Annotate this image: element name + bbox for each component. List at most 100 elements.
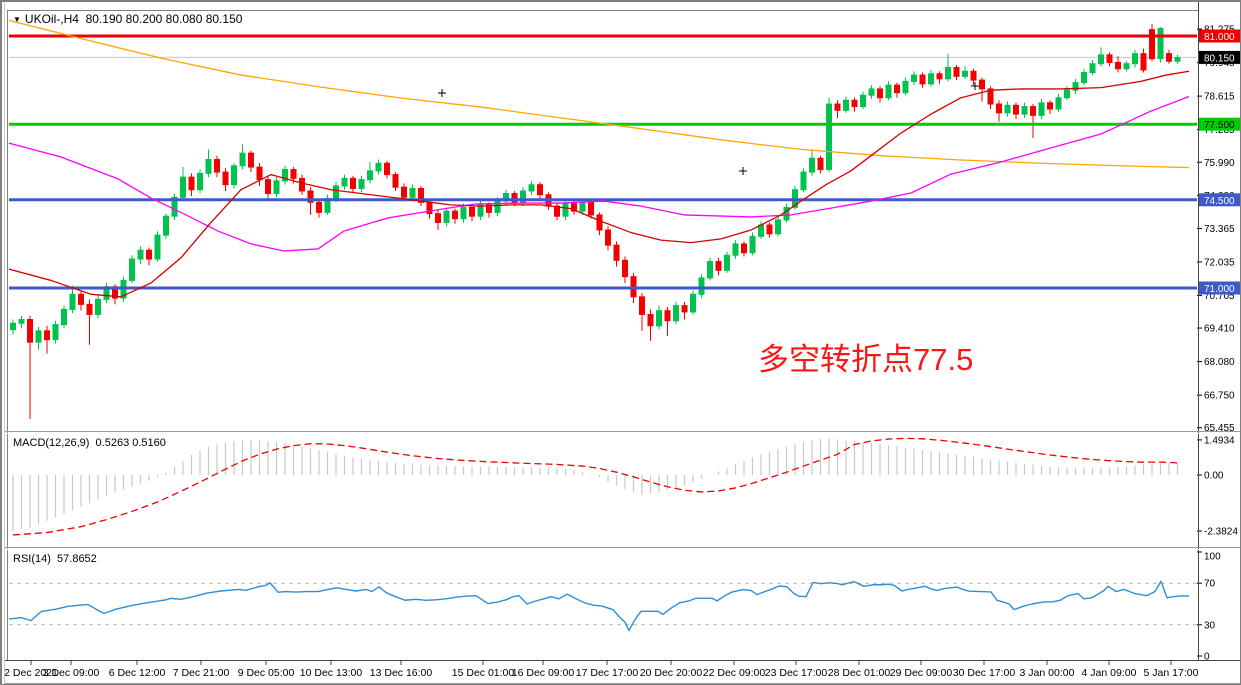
candle-bull [52, 324, 59, 341]
macd-indicator-label: MACD(12,26,9) 0.5263 0.5160 [13, 437, 166, 449]
price-axis-label: 73.365 [1204, 224, 1235, 235]
candle-bull [783, 206, 790, 221]
candle-bull [1089, 63, 1096, 74]
rsi-name: RSI(14) [13, 553, 51, 565]
candle-bull [1123, 63, 1130, 70]
candle-bull [673, 305, 679, 322]
time-axis-label: 7 Dec 21:00 [173, 667, 230, 679]
time-axis-label: 16 Dec 09:00 [512, 667, 575, 679]
candle-bear [188, 176, 195, 191]
rsi-indicator-label: RSI(14) 57.8652 [13, 553, 97, 565]
candle-bull [180, 176, 186, 198]
time-axis-label: 5 Jan 17:00 [1144, 667, 1199, 679]
candle-bull [945, 67, 951, 80]
candle-bear [86, 303, 93, 315]
svg-text:74.500: 74.500 [1204, 196, 1235, 207]
time-axis-label: 29 Dec 09:00 [890, 667, 953, 679]
time-axis-label: 6 Dec 12:00 [109, 667, 166, 679]
macd-axis-label: 1.4934 [1204, 435, 1235, 446]
candle-bull [528, 184, 535, 192]
time-axis-label: 20 Dec 20:00 [640, 667, 703, 679]
candles-layer [10, 24, 1181, 420]
candle-bear [647, 313, 654, 327]
macd-name: MACD(12,26,9) [13, 437, 90, 449]
candle-bull [724, 254, 730, 271]
price-badge-80.150: 80.150 [1198, 50, 1240, 64]
candle-bear [299, 177, 305, 192]
candle-bear [817, 157, 824, 171]
candle-bear [953, 67, 960, 77]
svg-text:80.150: 80.150 [1204, 53, 1235, 64]
candle-bear [919, 74, 926, 85]
candle-bull [732, 243, 739, 256]
candle-bear [384, 162, 390, 176]
candle-bull [800, 171, 807, 191]
price-badge-81.000: 81.000 [1198, 29, 1240, 43]
time-axis-label: 15 Dec 01:00 [452, 667, 515, 679]
time-axis-label: 3 Jan 00:00 [1020, 667, 1075, 679]
candle-bear [1013, 104, 1019, 115]
price-axis-label: 66.750 [1204, 391, 1235, 402]
candle-bull [35, 330, 42, 343]
candle-bear [1115, 61, 1121, 70]
candle-bear [877, 88, 883, 99]
candle-bull [95, 298, 101, 315]
candle-bull [1081, 72, 1087, 84]
candle-bear [78, 293, 84, 305]
object-anchor-marker [739, 167, 747, 175]
candle-bear [44, 330, 50, 341]
candle-bull [962, 70, 968, 77]
candle-bull [809, 157, 815, 173]
pivot-annotation-text[interactable]: 多空转折点77.5 [758, 342, 974, 377]
candle-bear [290, 169, 297, 179]
candle-bear [894, 84, 900, 94]
symbol-dropdown-icon[interactable]: ▼ [13, 15, 21, 24]
price-badge-74.500: 74.500 [1198, 193, 1240, 207]
time-axis-label: 13 Dec 16:00 [370, 667, 433, 679]
ma-magenta [8, 95, 1190, 252]
rsi-axis-label: 0 [1204, 652, 1210, 663]
candle-bear [316, 201, 322, 213]
candle-bear [350, 177, 356, 189]
candle-bull [1072, 82, 1079, 91]
candle-bear [248, 152, 254, 168]
svg-text:81.000: 81.000 [1204, 32, 1235, 43]
symbol-period-label: UKOil-,H4 [24, 12, 79, 26]
price-axis-label: 78.615 [1204, 92, 1235, 103]
candle-bear [622, 259, 628, 278]
candle-bear [588, 201, 594, 216]
candle-bull [902, 80, 909, 94]
candle-bull [1004, 104, 1011, 114]
candle-bear [639, 296, 645, 315]
candle-bull [1132, 53, 1138, 65]
candle-bear [418, 187, 424, 203]
candle-bull [1064, 89, 1070, 99]
macd-values: 0.5263 0.5160 [95, 437, 166, 449]
rsi-axis-label: 30 [1204, 620, 1216, 631]
time-axis-label: 9 Dec 05:00 [238, 667, 295, 679]
candle-bear [511, 193, 518, 203]
candle-bull [494, 200, 501, 213]
candle-bull [1021, 106, 1028, 115]
candle-bear [146, 249, 152, 260]
candle-bear [1166, 53, 1172, 62]
candle-bull [520, 190, 526, 203]
rsi-line [8, 580, 1190, 632]
candle-bull [61, 308, 67, 326]
candle-bull [868, 88, 875, 96]
candle-bear [554, 205, 560, 217]
price-badge-77.500: 77.500 [1198, 117, 1240, 131]
candle-bear [970, 70, 977, 81]
candle-bull [477, 204, 484, 217]
candle-bull [1174, 56, 1181, 62]
candle-bull [231, 165, 237, 186]
candle-bull [911, 74, 917, 82]
candle-bear [1030, 106, 1036, 116]
candle-bear [256, 166, 263, 181]
candle-bear [936, 73, 943, 80]
candle-bull [460, 206, 467, 220]
